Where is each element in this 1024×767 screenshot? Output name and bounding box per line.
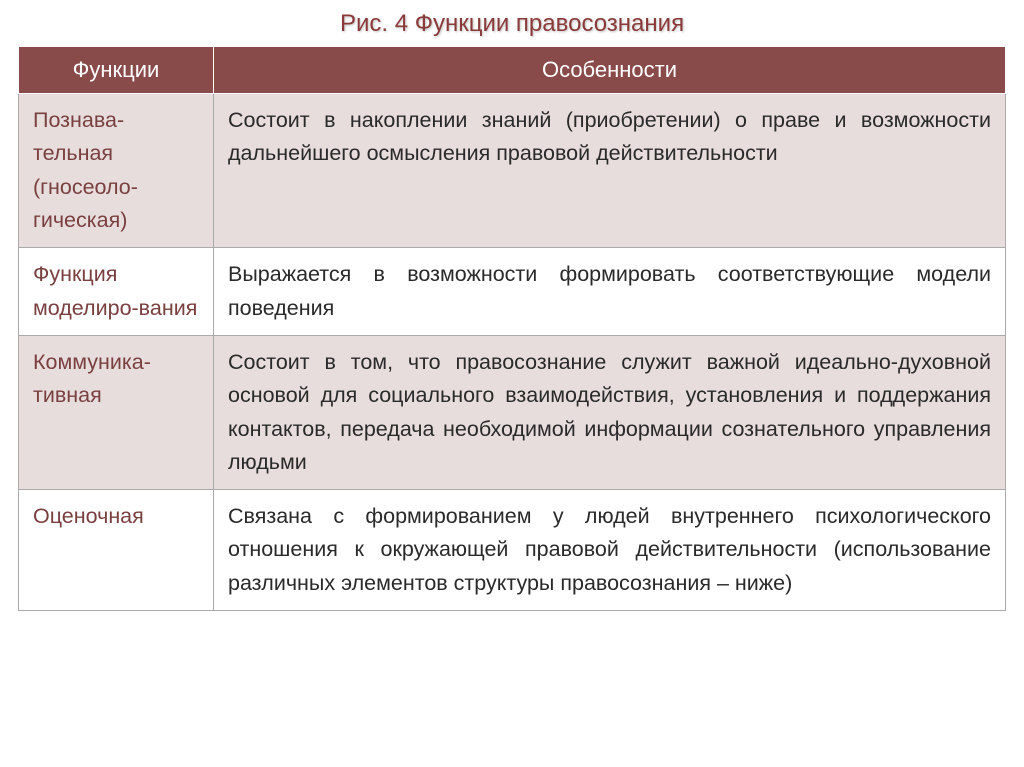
function-feature: Связана с формированием у людей внутренн…: [214, 490, 1006, 611]
function-name: Функция моделиро-вания: [19, 248, 214, 336]
function-name: Познава-тельная (гносеоло-гическая): [19, 94, 214, 248]
function-feature: Состоит в накоплении знаний (приобретени…: [214, 94, 1006, 248]
function-feature: Состоит в том, что правосознание служит …: [214, 335, 1006, 489]
table-row: Функция моделиро-вания Выражается в возм…: [19, 248, 1006, 336]
header-features: Особенности: [214, 47, 1006, 94]
header-functions: Функции: [19, 47, 214, 94]
table-row: Коммуника-тивная Состоит в том, что прав…: [19, 335, 1006, 489]
function-name: Коммуника-тивная: [19, 335, 214, 489]
functions-table: Функции Особенности Познава-тельная (гно…: [18, 46, 1006, 611]
function-feature: Выражается в возможности формировать соо…: [214, 248, 1006, 336]
page-container: Рис. 4 Функции правосознания Функции Осо…: [0, 0, 1024, 611]
figure-title: Рис. 4 Функции правосознания: [18, 10, 1006, 38]
table-row: Оценочная Связана с формированием у люде…: [19, 490, 1006, 611]
table-row: Познава-тельная (гносеоло-гическая) Сост…: [19, 94, 1006, 248]
table-header-row: Функции Особенности: [19, 47, 1006, 94]
function-name: Оценочная: [19, 490, 214, 611]
